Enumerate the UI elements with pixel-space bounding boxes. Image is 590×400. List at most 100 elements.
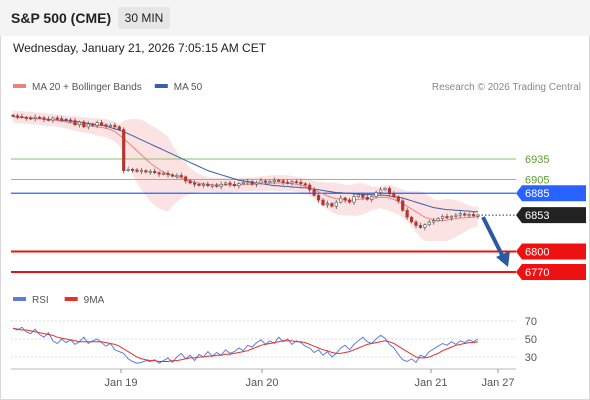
candle bbox=[108, 123, 113, 128]
candle bbox=[122, 127, 126, 174]
forecast-arrow-shaft bbox=[481, 216, 507, 262]
candle-body bbox=[46, 118, 51, 121]
candle-body bbox=[356, 194, 361, 197]
candle-body bbox=[237, 183, 241, 187]
candle-body bbox=[223, 182, 228, 185]
candle bbox=[206, 181, 210, 188]
candle-body bbox=[29, 117, 33, 120]
candle-body bbox=[95, 122, 99, 126]
candle-body bbox=[130, 168, 135, 171]
candle-body bbox=[139, 170, 144, 173]
candle-body bbox=[99, 122, 104, 126]
candle bbox=[215, 182, 219, 188]
candle bbox=[334, 200, 338, 209]
credit-text: Research © 2026 Trading Central bbox=[432, 82, 581, 93]
candle bbox=[144, 169, 148, 174]
candle bbox=[37, 115, 42, 120]
candle-body bbox=[232, 184, 237, 187]
candle bbox=[432, 217, 436, 225]
x-tick-label-2: Jan 21 bbox=[414, 377, 447, 389]
candle bbox=[471, 211, 476, 218]
candle-body bbox=[378, 189, 383, 193]
ma50-line bbox=[12, 116, 478, 213]
instrument-title: S&P 500 (CME) bbox=[11, 10, 112, 26]
candle bbox=[246, 178, 250, 186]
candle-body bbox=[86, 123, 90, 128]
candle bbox=[347, 198, 352, 204]
candle-body bbox=[272, 179, 276, 182]
candle bbox=[370, 195, 374, 203]
legend-label-1: MA 50 bbox=[174, 82, 203, 93]
candle bbox=[95, 120, 99, 129]
candle-body bbox=[334, 201, 338, 207]
candle-body bbox=[409, 216, 414, 223]
candle-body bbox=[294, 181, 299, 184]
candle bbox=[77, 120, 82, 128]
rsi-tick-70: 70 bbox=[525, 316, 537, 328]
candle bbox=[64, 117, 68, 122]
rsi-tick-50: 50 bbox=[525, 334, 537, 346]
candle bbox=[263, 179, 268, 186]
candle bbox=[99, 119, 104, 127]
candle-body bbox=[325, 203, 330, 206]
candle bbox=[440, 214, 445, 222]
rsi-ma9-line bbox=[12, 327, 479, 362]
candle-body bbox=[321, 199, 325, 206]
candle-body bbox=[206, 184, 210, 187]
candle bbox=[126, 166, 130, 173]
candle bbox=[259, 178, 263, 185]
candle-body bbox=[55, 117, 59, 120]
candle bbox=[15, 113, 20, 120]
candle-body bbox=[15, 115, 20, 118]
candle-body bbox=[458, 213, 462, 216]
candle-body bbox=[117, 126, 121, 130]
candle bbox=[294, 179, 299, 184]
candle-body bbox=[175, 175, 179, 177]
x-tick-label-3: Jan 27 bbox=[481, 377, 514, 389]
candle bbox=[414, 219, 418, 229]
forecast-arrow-head bbox=[496, 251, 510, 267]
candle bbox=[254, 180, 259, 188]
candle-body bbox=[312, 189, 316, 196]
candle-body bbox=[33, 116, 37, 119]
candle-body bbox=[277, 179, 281, 182]
candle bbox=[418, 222, 423, 229]
candle bbox=[188, 178, 192, 185]
candle bbox=[86, 121, 90, 130]
candle bbox=[423, 223, 427, 231]
candle bbox=[281, 178, 285, 186]
candle bbox=[170, 173, 175, 178]
legend-label-0: MA 20 + Bollinger Bands bbox=[32, 82, 142, 93]
candle-body bbox=[303, 183, 307, 186]
level-tag-6885 bbox=[516, 185, 586, 202]
interval-button[interactable]: 30 MIN bbox=[118, 7, 170, 29]
candle-body bbox=[197, 184, 201, 186]
candle bbox=[161, 171, 166, 176]
candle-body bbox=[454, 214, 458, 217]
candle bbox=[352, 193, 356, 205]
candle-body bbox=[476, 214, 480, 217]
candle-body bbox=[188, 180, 192, 184]
candle-body bbox=[440, 216, 445, 219]
candle bbox=[463, 212, 467, 217]
x-tick-label-0: Jan 19 bbox=[104, 377, 137, 389]
candle-body bbox=[157, 172, 161, 175]
candle bbox=[427, 219, 431, 227]
candle-body bbox=[20, 116, 24, 119]
candle bbox=[219, 181, 223, 190]
candle bbox=[166, 170, 170, 178]
candle-body bbox=[166, 173, 170, 176]
candle bbox=[148, 169, 152, 175]
candle-body bbox=[201, 184, 206, 186]
candle bbox=[153, 168, 157, 175]
candle bbox=[383, 187, 387, 192]
candle bbox=[51, 116, 55, 123]
legend-swatch-0 bbox=[13, 84, 26, 88]
candle-body bbox=[396, 196, 400, 202]
candle bbox=[135, 167, 139, 173]
candle bbox=[343, 196, 347, 203]
candle-body bbox=[401, 200, 405, 211]
rsi-legend-label-0: RSI bbox=[32, 295, 49, 306]
candle-body bbox=[11, 114, 15, 117]
candle bbox=[325, 200, 330, 208]
